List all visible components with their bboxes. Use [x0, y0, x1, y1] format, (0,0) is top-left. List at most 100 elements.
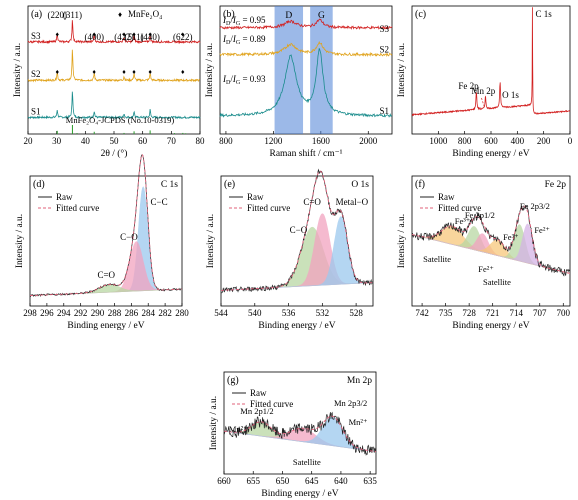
- x-tick-label: 660: [217, 476, 231, 486]
- legend-raw-label: Raw: [250, 388, 267, 398]
- x-tick-label: 528: [349, 308, 363, 318]
- component-label: C−O: [120, 232, 138, 242]
- mnfe2o4-marker: ♦: [122, 68, 126, 76]
- x-tick-label: 540: [248, 308, 262, 318]
- x-tick-label: 80: [196, 136, 206, 146]
- series-label: S1: [31, 106, 41, 116]
- panel-letter: (f): [415, 179, 425, 190]
- id-ig-ratio: ID/IG = 0.95: [222, 15, 266, 27]
- component-label: Fe²⁺: [478, 264, 494, 274]
- x-tick-label: 721: [486, 308, 500, 318]
- x-tick-label: 640: [334, 476, 348, 486]
- band-label: D: [285, 11, 292, 21]
- mnfe2o4-marker: ♦: [148, 31, 152, 39]
- x-tick-label: 288: [108, 308, 122, 318]
- x-tick-label: 298: [23, 308, 37, 318]
- component-label: Mn²⁺: [349, 417, 368, 427]
- panel-letter: (e): [224, 179, 235, 190]
- panel-b: 800 1200 1600 2000 Raman shift / cm⁻¹ Intensi…: [205, 5, 393, 159]
- panel-title: C 1s: [161, 180, 178, 190]
- mnfe2o4-marker: ♦: [148, 68, 152, 76]
- panel-letter: (d): [33, 179, 45, 190]
- x-tick-label: 650: [276, 476, 290, 486]
- component-label: Fe 2p1/2: [465, 210, 495, 220]
- ratio-value: 0.89: [250, 34, 266, 44]
- legend-raw-label: Raw: [438, 192, 455, 202]
- fitted-curve-line: [223, 415, 377, 453]
- x-tick-label: 800: [458, 136, 472, 146]
- legend-fit-label: Fitted curve: [438, 203, 481, 213]
- x-tick-label: 282: [158, 308, 172, 318]
- xrd-series-S1: [27, 91, 201, 120]
- peak-label: O 1s: [502, 90, 519, 100]
- fitted-curve-line: [221, 170, 373, 291]
- band-label: G: [318, 11, 325, 21]
- component-label: Fe³⁺: [455, 216, 471, 226]
- panel-title: Fe 2p: [545, 180, 567, 190]
- x-tick-label: 296: [40, 308, 54, 318]
- y-axis-label: Intensity / a.u.: [397, 214, 407, 268]
- mnfe2o4-marker: ♦: [122, 31, 126, 39]
- peak-label: (400): [84, 32, 104, 42]
- peak-label: Mn 2p: [471, 86, 495, 96]
- x-tick-label: 532: [316, 308, 330, 318]
- legend-fit-label: Fitted curve: [250, 399, 293, 409]
- x-tick-label: 50: [110, 136, 120, 146]
- series-label: S3: [31, 31, 41, 41]
- y-axis-label: Intensity / a.u.: [397, 43, 407, 97]
- mnfe2o4-marker: ♦: [55, 31, 59, 39]
- y-axis-label: Intensity / a.u.: [209, 396, 219, 450]
- xrd-series-S3: [27, 20, 201, 45]
- x-tick-label: 1200: [264, 136, 283, 146]
- band-G: [310, 6, 333, 134]
- component-label: C−C: [151, 197, 168, 207]
- mnfe2o4-marker: ♦: [55, 68, 59, 76]
- mnfe2o4-marker: ♦: [181, 31, 185, 39]
- id-ig-ratio: ID/IG = 0.93: [222, 74, 266, 86]
- peak-label: (511): [124, 32, 143, 42]
- x-tick-label: 735: [439, 308, 453, 318]
- legend-raw-label: Raw: [247, 192, 264, 202]
- component-label: C=O: [303, 197, 321, 207]
- component-label: Satellite: [483, 277, 511, 287]
- mnfe2o4-marker: ♦: [132, 68, 136, 76]
- x-tick-label: 1000: [429, 136, 448, 146]
- x-tick-label: 20: [24, 136, 34, 146]
- fitted-curve-line: [30, 154, 182, 297]
- x-axis-label: Binding energy / eV: [261, 489, 338, 499]
- peak-label: (311): [63, 10, 82, 20]
- x-tick-label: 30: [52, 136, 62, 146]
- x-tick-label: 700: [557, 308, 571, 318]
- x-tick-label: 400: [511, 136, 525, 146]
- component-label: Fe 2p3/2: [520, 201, 550, 211]
- legend-marker-symbol: ♦: [118, 10, 122, 19]
- panel-e: 544 540 536 532 528 Binding energy / eV Intens…: [206, 168, 374, 331]
- xps-survey-line: [411, 7, 571, 117]
- panel-title: O 1s: [351, 180, 369, 190]
- x-tick-label: 40: [81, 136, 91, 146]
- panel-a: 20 30 40 50 60 70 80 2θ / (°) Intensity / a.u. (a…: [13, 5, 206, 159]
- y-axis-label: Intensity / a.u.: [15, 214, 25, 268]
- ratio-value: 0.95: [250, 15, 266, 25]
- x-tick-label: 714: [509, 308, 523, 318]
- panel-letter: (c): [415, 9, 426, 20]
- peak-label: (440): [140, 32, 160, 42]
- fitted-curve-line: [411, 205, 571, 274]
- x-tick-label: 60: [138, 136, 148, 146]
- series-label: S1: [379, 106, 389, 116]
- xrd-series-S2: [27, 49, 201, 83]
- mnfe2o4-marker: ♦: [92, 31, 96, 39]
- plot-frame: [220, 175, 374, 307]
- peak-label: C 1s: [535, 9, 552, 19]
- reference-label: MnFe₂O₄-JCPDS (No.10-0319): [66, 115, 175, 125]
- raman-series-S1: [219, 48, 392, 118]
- x-tick-label: 280: [175, 308, 189, 318]
- x-axis-label: Binding energy / eV: [67, 321, 144, 331]
- plot-frame: [411, 175, 571, 307]
- x-tick-label: 645: [305, 476, 319, 486]
- legend-raw-label: Raw: [56, 192, 73, 202]
- x-tick-label: 600: [484, 136, 498, 146]
- x-tick-label: 200: [537, 136, 551, 146]
- x-tick-label: 290: [91, 308, 105, 318]
